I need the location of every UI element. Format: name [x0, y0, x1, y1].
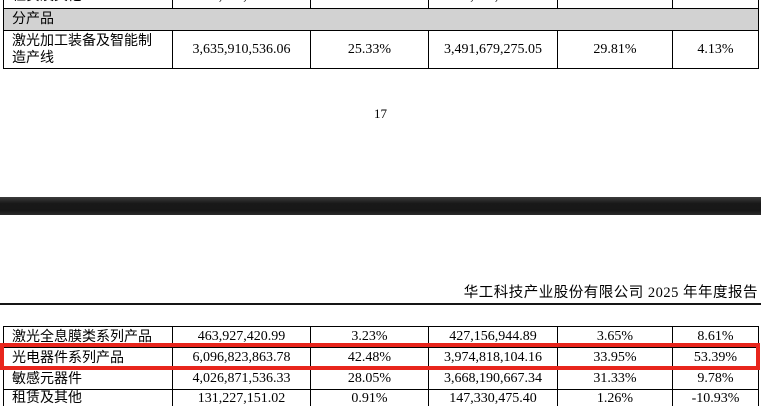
table-row-clipped: 租赁及其他 131,227,151.02 0.91% 147,330,475.4… [4, 0, 758, 9]
amount-cell: 147,330,475.40 [429, 0, 558, 8]
ratio-cell: 31.33% [558, 369, 673, 389]
ratio-value: 25.33% [347, 41, 392, 57]
change-cell: 9.78% [673, 369, 758, 389]
change-cell: -10.93% [673, 0, 758, 8]
table-row: 租赁及其他 131,227,151.02 0.91% 147,330,475.4… [4, 390, 758, 406]
table-row: 激光全息膜类系列产品 463,927,420.99 3.23% 427,156,… [4, 327, 758, 348]
amount-value: 147,330,475.40 [429, 0, 557, 7]
row-label-cell: 激光加工装备及智能制造产线 [4, 31, 173, 68]
row-label-cell: 租赁及其他 [4, 0, 173, 8]
change-cell: 8.61% [673, 327, 758, 347]
change-cell: 4.13% [673, 31, 758, 68]
change-value: 4.13% [697, 41, 734, 57]
ratio-value: 3.23% [351, 329, 388, 344]
ratio-value: 31.33% [593, 371, 637, 386]
ratio-cell: 28.05% [311, 369, 429, 389]
amount-cell: 3,635,910,536.06 [173, 31, 311, 68]
change-cell: 53.39% [673, 348, 758, 368]
ratio-value: 0.91% [311, 0, 428, 7]
ratio-value: 3.65% [596, 329, 634, 344]
amount-value: 6,096,823,863.78 [192, 350, 291, 365]
row-label: 租赁及其他 [12, 0, 164, 7]
table-row: 敏感元器件 4,026,871,536.33 28.05% 3,668,190,… [4, 369, 758, 390]
ratio-cell: 33.95% [558, 348, 673, 368]
header-rule [0, 303, 761, 305]
ratio-value: 1.26% [558, 0, 672, 7]
table-row-highlighted: 光电器件系列产品 6,096,823,863.78 42.48% 3,974,8… [4, 348, 758, 369]
amount-value: 3,491,679,275.05 [444, 41, 542, 57]
ratio-value: 33.95% [593, 350, 637, 365]
row-label-cell: 敏感元器件 [4, 369, 173, 389]
row-label-cell: 光电器件系列产品 [4, 348, 173, 368]
change-value: -10.93% [691, 390, 740, 406]
row-label: 租赁及其他 [12, 391, 82, 406]
amount-cell: 3,491,679,275.05 [429, 31, 558, 68]
amount-cell: 6,096,823,863.78 [173, 348, 311, 368]
ratio-value: 0.91% [351, 390, 388, 406]
amount-value: 427,156,944.89 [449, 329, 537, 344]
amount-cell: 131,227,151.02 [173, 0, 311, 8]
ratio-cell: 25.33% [311, 31, 429, 68]
row-label: 敏感元器件 [12, 371, 82, 387]
table-row: 激光加工装备及智能制造产线 3,635,910,536.06 25.33% 3,… [4, 31, 758, 69]
amount-cell: 3,668,190,667.34 [429, 369, 558, 389]
ratio-value: 28.05% [347, 371, 392, 386]
amount-value: 3,668,190,667.34 [444, 371, 542, 386]
ratio-cell: 42.48% [311, 348, 429, 368]
amount-cell: 3,974,818,104.16 [429, 348, 558, 368]
amount-value: 3,974,818,104.16 [444, 350, 542, 365]
report-header: 华工科技产业股份有限公司 2025 年年度报告 [463, 285, 758, 301]
row-label: 光电器件系列产品 [12, 350, 124, 366]
amount-value: 3,635,910,536.06 [192, 41, 291, 57]
change-value: 8.61% [697, 329, 734, 344]
ratio-cell: 3.65% [558, 327, 673, 347]
ratio-cell: 29.81% [558, 31, 673, 68]
amount-cell: 131,227,151.02 [173, 390, 311, 406]
ratio-cell: 0.91% [311, 0, 429, 8]
change-value: -10.93% [673, 0, 758, 7]
row-label: 激光加工装备及智能制造产线 [12, 33, 152, 66]
revenue-table-page17: 租赁及其他 131,227,151.02 0.91% 147,330,475.4… [3, 0, 759, 69]
amount-value: 131,227,151.02 [197, 390, 286, 406]
revenue-table-page18: 激光全息膜类系列产品 463,927,420.99 3.23% 427,156,… [3, 326, 759, 406]
amount-cell: 463,927,420.99 [173, 327, 311, 347]
ratio-cell: 1.26% [558, 0, 673, 8]
amount-cell: 427,156,944.89 [429, 327, 558, 347]
row-label-cell: 租赁及其他 [4, 390, 173, 406]
amount-value: 131,227,151.02 [173, 0, 310, 7]
ratio-value: 29.81% [593, 41, 637, 57]
amount-value: 4,026,871,536.33 [192, 371, 291, 386]
amount-cell: 147,330,475.40 [429, 390, 558, 406]
section-header-by-product: 分产品 [4, 9, 758, 31]
ratio-cell: 0.91% [311, 390, 429, 406]
row-label-cell: 激光全息膜类系列产品 [4, 327, 173, 347]
amount-cell: 4,026,871,536.33 [173, 369, 311, 389]
page-separator [0, 197, 761, 215]
change-value: 53.39% [693, 350, 738, 365]
ratio-cell: 1.26% [558, 390, 673, 406]
ratio-value: 1.26% [596, 390, 634, 406]
ratio-value: 42.48% [347, 350, 392, 365]
change-value: 9.78% [697, 371, 734, 386]
row-label: 激光全息膜类系列产品 [12, 329, 152, 345]
amount-value: 463,927,420.99 [197, 329, 286, 344]
amount-value: 147,330,475.40 [449, 390, 537, 406]
change-cell: -10.93% [673, 390, 758, 406]
page-number: 17 [374, 106, 387, 121]
ratio-cell: 3.23% [311, 327, 429, 347]
